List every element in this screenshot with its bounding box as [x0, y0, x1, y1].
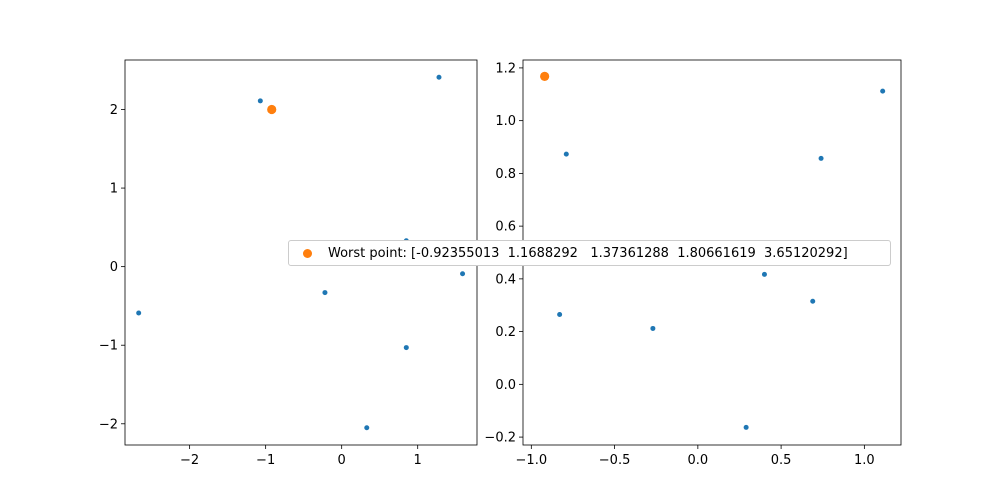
scatter-point [761, 271, 767, 277]
x-tick-label: 0 [338, 453, 346, 468]
scatter-point [460, 271, 466, 277]
y-tick-label: −1 [99, 339, 118, 354]
scatter-point [557, 311, 563, 317]
y-tick-label: 0.6 [495, 220, 516, 235]
y-tick-label: 0 [110, 260, 118, 275]
y-tick-label: 0.0 [495, 378, 516, 393]
x-tick-label: −1 [256, 453, 275, 468]
scatter-point [743, 424, 749, 430]
y-tick-label: 0.8 [495, 167, 516, 182]
x-tick-label: 0.0 [688, 453, 709, 468]
x-tick-label: −2 [180, 453, 199, 468]
legend-label-worst-point: Worst point: [-0.92355013 1.1688292 1.37… [328, 245, 848, 261]
scatter-point [364, 425, 370, 431]
y-tick-label: 1.2 [495, 61, 516, 76]
legend-marker-worst-point [303, 248, 312, 258]
x-tick-label: 0.5 [771, 453, 792, 468]
scatter-point [880, 88, 886, 94]
x-tick-label: 1 [414, 453, 422, 468]
scatter-point [403, 345, 409, 351]
y-tick-label: 0.4 [495, 272, 516, 287]
x-tick-label: −1.0 [516, 453, 548, 468]
scatter-point [436, 74, 442, 80]
scatter-point [818, 155, 824, 161]
y-tick-label: 1 [110, 182, 118, 197]
scatter-point [563, 151, 569, 157]
scatter-point [257, 98, 263, 104]
scatter-point [136, 310, 142, 316]
y-tick-label: 1.0 [495, 114, 516, 129]
y-tick-label: −0.2 [484, 431, 516, 446]
scatter-point [650, 325, 656, 331]
x-tick-label: −0.5 [599, 453, 631, 468]
worst-point-marker [540, 71, 550, 81]
worst-point-marker [267, 104, 277, 115]
legend: Worst point: [-0.92355013 1.1688292 1.37… [288, 240, 891, 266]
scatter-point [322, 290, 328, 296]
left-scatter-plot: −2 −1 0 1 −2 −1 0 1 2 [99, 59, 478, 468]
x-tick-label: 1.0 [854, 453, 875, 468]
y-tick-label: 2 [110, 103, 118, 118]
y-tick-label: 0.2 [495, 325, 516, 340]
right-scatter-plot: −1.0 −0.5 0.0 0.5 1.0 −0.2 0.0 0.2 0.4 0.6 0.8 1.0 1… [484, 59, 902, 468]
y-tick-label: −2 [99, 417, 118, 432]
scatter-point [810, 298, 816, 304]
